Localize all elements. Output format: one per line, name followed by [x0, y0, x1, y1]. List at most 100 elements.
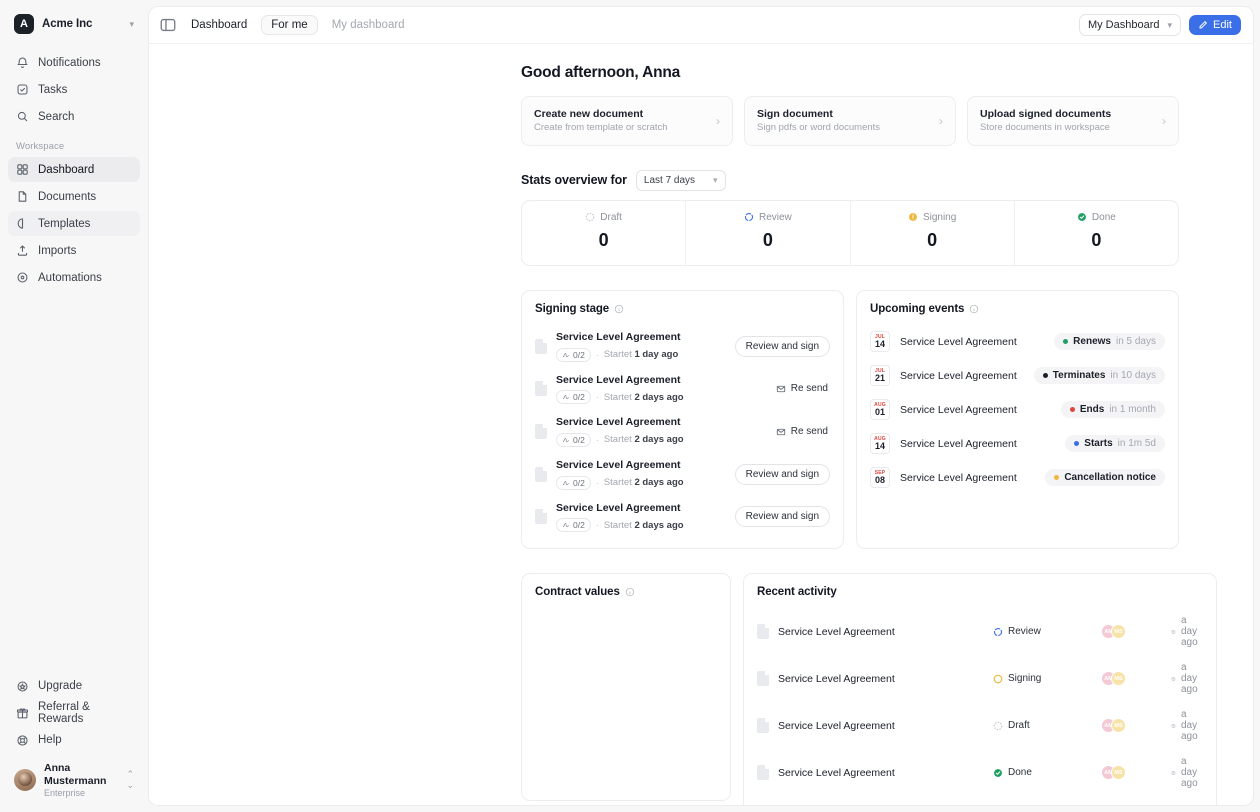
sidebar-item-search[interactable]: Search — [8, 104, 140, 129]
activity-row[interactable]: Service Level Agreement Done AM MS a day … — [757, 749, 1203, 796]
breadcrumb-dashboard[interactable]: Dashboard — [191, 19, 248, 31]
calendar-day: 21 — [874, 373, 885, 384]
calendar-day: 14 — [874, 441, 885, 452]
event-status-badge: Renews in 5 days — [1054, 333, 1165, 351]
activity-status: Done — [993, 767, 1101, 778]
signing-row-main: Service Level Agreement 0/2 · Startet 2 … — [556, 374, 774, 405]
stat-cell-draft[interactable]: Draft 0 — [522, 200, 687, 265]
tab-my-dashboard[interactable]: My dashboard — [331, 19, 405, 31]
signing-stage-row[interactable]: Service Level Agreement 0/2 · Startet 2 … — [535, 410, 830, 453]
stats-header: Stats overview for Last 7 days ▾ — [521, 169, 1179, 191]
event-status-badge: Starts in 1m 5d — [1065, 435, 1165, 453]
stat-label-row: Signing — [851, 212, 1014, 223]
sidebar-item-imports[interactable]: Imports — [8, 238, 140, 263]
sidebar-item-templates[interactable]: Templates — [8, 211, 140, 236]
signing-stage-row[interactable]: Service Level Agreement 0/2 · Startet 2 … — [535, 368, 830, 411]
sidebar-item-notifications[interactable]: Notifications — [8, 50, 140, 75]
sidebar-item-upgrade[interactable]: Upgrade — [8, 674, 140, 699]
stat-cell-review[interactable]: Review 0 — [686, 200, 851, 265]
panel-toggle-icon[interactable] — [159, 16, 177, 34]
info-icon[interactable] — [614, 304, 624, 314]
activity-row[interactable]: Service Level Agreement Draft AM MS a day… — [757, 702, 1203, 749]
document-icon — [535, 466, 547, 482]
sidebar-label: Search — [38, 110, 75, 123]
done-icon — [994, 768, 1002, 777]
org-switcher[interactable]: A Acme Inc ▾ — [8, 8, 140, 40]
upcoming-event-row[interactable]: JUL 21 Service Level Agreement Terminate… — [870, 359, 1165, 393]
card-header: Recent activity — [757, 586, 1203, 598]
calendar-month: JUL — [874, 368, 886, 375]
upcoming-event-row[interactable]: AUG 14 Service Level Agreement Starts in… — [870, 427, 1165, 461]
dashboard-select[interactable]: My Dashboard ▾ — [1078, 14, 1182, 36]
separator-dot: · — [595, 520, 599, 531]
activity-avatars: AM MS — [1101, 671, 1171, 687]
sidebar-item-help[interactable]: Help — [8, 728, 140, 753]
avatar: MS — [1111, 624, 1126, 640]
history-icon — [1171, 770, 1176, 775]
document-icon — [535, 338, 547, 354]
sidebar-item-documents[interactable]: Documents — [8, 184, 140, 209]
info-icon[interactable] — [625, 587, 635, 597]
re-send-button[interactable]: Re send — [774, 379, 830, 398]
sidebar-item-tasks[interactable]: Tasks — [8, 77, 140, 102]
sidebar-item-automations[interactable]: Automations — [8, 265, 140, 290]
separator-dot: · — [595, 392, 599, 403]
activity-time: a day ago — [1171, 615, 1203, 648]
activity-time: a day ago — [1171, 756, 1203, 789]
signing-row-meta: 0/2 · Startet 2 days ago — [556, 432, 774, 447]
event-document-name: Service Level Agreement — [900, 369, 1017, 382]
stat-value: 0 — [762, 229, 773, 250]
stat-cell-done[interactable]: Done 0 — [1015, 201, 1178, 265]
edit-button[interactable]: Edit — [1189, 15, 1241, 35]
activity-status: Draft — [993, 720, 1101, 731]
sidebar-label: Help — [38, 734, 62, 746]
activity-status: Signing — [993, 673, 1101, 684]
signing-row-main: Service Level Agreement 0/2 · Startet 2 … — [556, 502, 735, 533]
sidebar-item-dashboard[interactable]: Dashboard — [8, 157, 140, 182]
activity-row[interactable]: Service Level Agreement Signing AM MS a d… — [757, 655, 1203, 702]
quick-action-create-new-document[interactable]: Create new document Create from template… — [521, 96, 733, 146]
event-document-name: Service Level Agreement — [900, 403, 1017, 416]
stats-range-select[interactable]: Last 7 days ▾ — [635, 169, 726, 191]
upcoming-event-row[interactable]: JUL 14 Service Level Agreement Renews in… — [870, 325, 1165, 359]
signing-stage-row[interactable]: Service Level Agreement 0/2 · Startet 1 … — [535, 325, 830, 368]
user-profile-switcher[interactable]: Anna Mustermann Enterprise ⌃ ⌄ — [8, 755, 140, 807]
content-scroll: Good afternoon, Anna Create new document… — [149, 44, 1253, 805]
review-and-sign-button[interactable]: Review and sign — [734, 463, 830, 485]
sidebar-label: Templates — [38, 217, 91, 230]
info-icon[interactable] — [969, 304, 979, 314]
upcoming-event-row[interactable]: SEP 08 Service Level Agreement Cancellat… — [870, 461, 1165, 495]
avatar: MS — [1111, 718, 1126, 734]
signature-icon — [562, 480, 570, 485]
status-dot — [1054, 475, 1060, 481]
tab-for-me[interactable]: For me — [261, 15, 318, 35]
quick-action-upload-signed-documents[interactable]: Upload signed documents Store documents … — [967, 96, 1179, 146]
review-and-sign-button[interactable]: Review and sign — [734, 506, 830, 528]
calendar-icon: AUG 14 — [870, 433, 890, 455]
stat-cell-signing[interactable]: Signing 0 — [851, 200, 1015, 265]
signing-stage-row[interactable]: Service Level Agreement 0/2 · Startet 2 … — [535, 496, 830, 539]
quick-action-sign-document[interactable]: Sign document Sign pdfs or word document… — [744, 96, 956, 146]
template-icon — [16, 217, 29, 230]
bell-icon — [16, 56, 29, 69]
sidebar-item-referral-rewards[interactable]: Referral & Rewards — [8, 701, 140, 726]
done-icon — [1077, 213, 1086, 222]
help-icon — [16, 734, 29, 747]
upcoming-event-row[interactable]: AUG 01 Service Level Agreement Ends in 1… — [870, 393, 1165, 427]
re-send-button[interactable]: Re send — [774, 422, 830, 441]
gift-icon — [16, 707, 29, 720]
history-icon — [1171, 676, 1176, 681]
quick-actions-row: Create new document Create from template… — [521, 96, 1179, 146]
signing-icon — [909, 213, 917, 222]
signing-stage-row[interactable]: Service Level Agreement 0/2 · Startet 2 … — [535, 453, 830, 496]
stat-label: Draft — [600, 211, 622, 223]
document-name: Service Level Agreement — [556, 458, 681, 471]
history-icon — [1171, 629, 1176, 634]
signature-icon — [562, 523, 570, 528]
review-and-sign-button[interactable]: Review and sign — [734, 335, 830, 357]
main-panel: Dashboard For me My dashboard My Dashboa… — [148, 6, 1254, 806]
document-name: Service Level Agreement — [556, 416, 681, 429]
dashboard-icon — [16, 163, 29, 176]
